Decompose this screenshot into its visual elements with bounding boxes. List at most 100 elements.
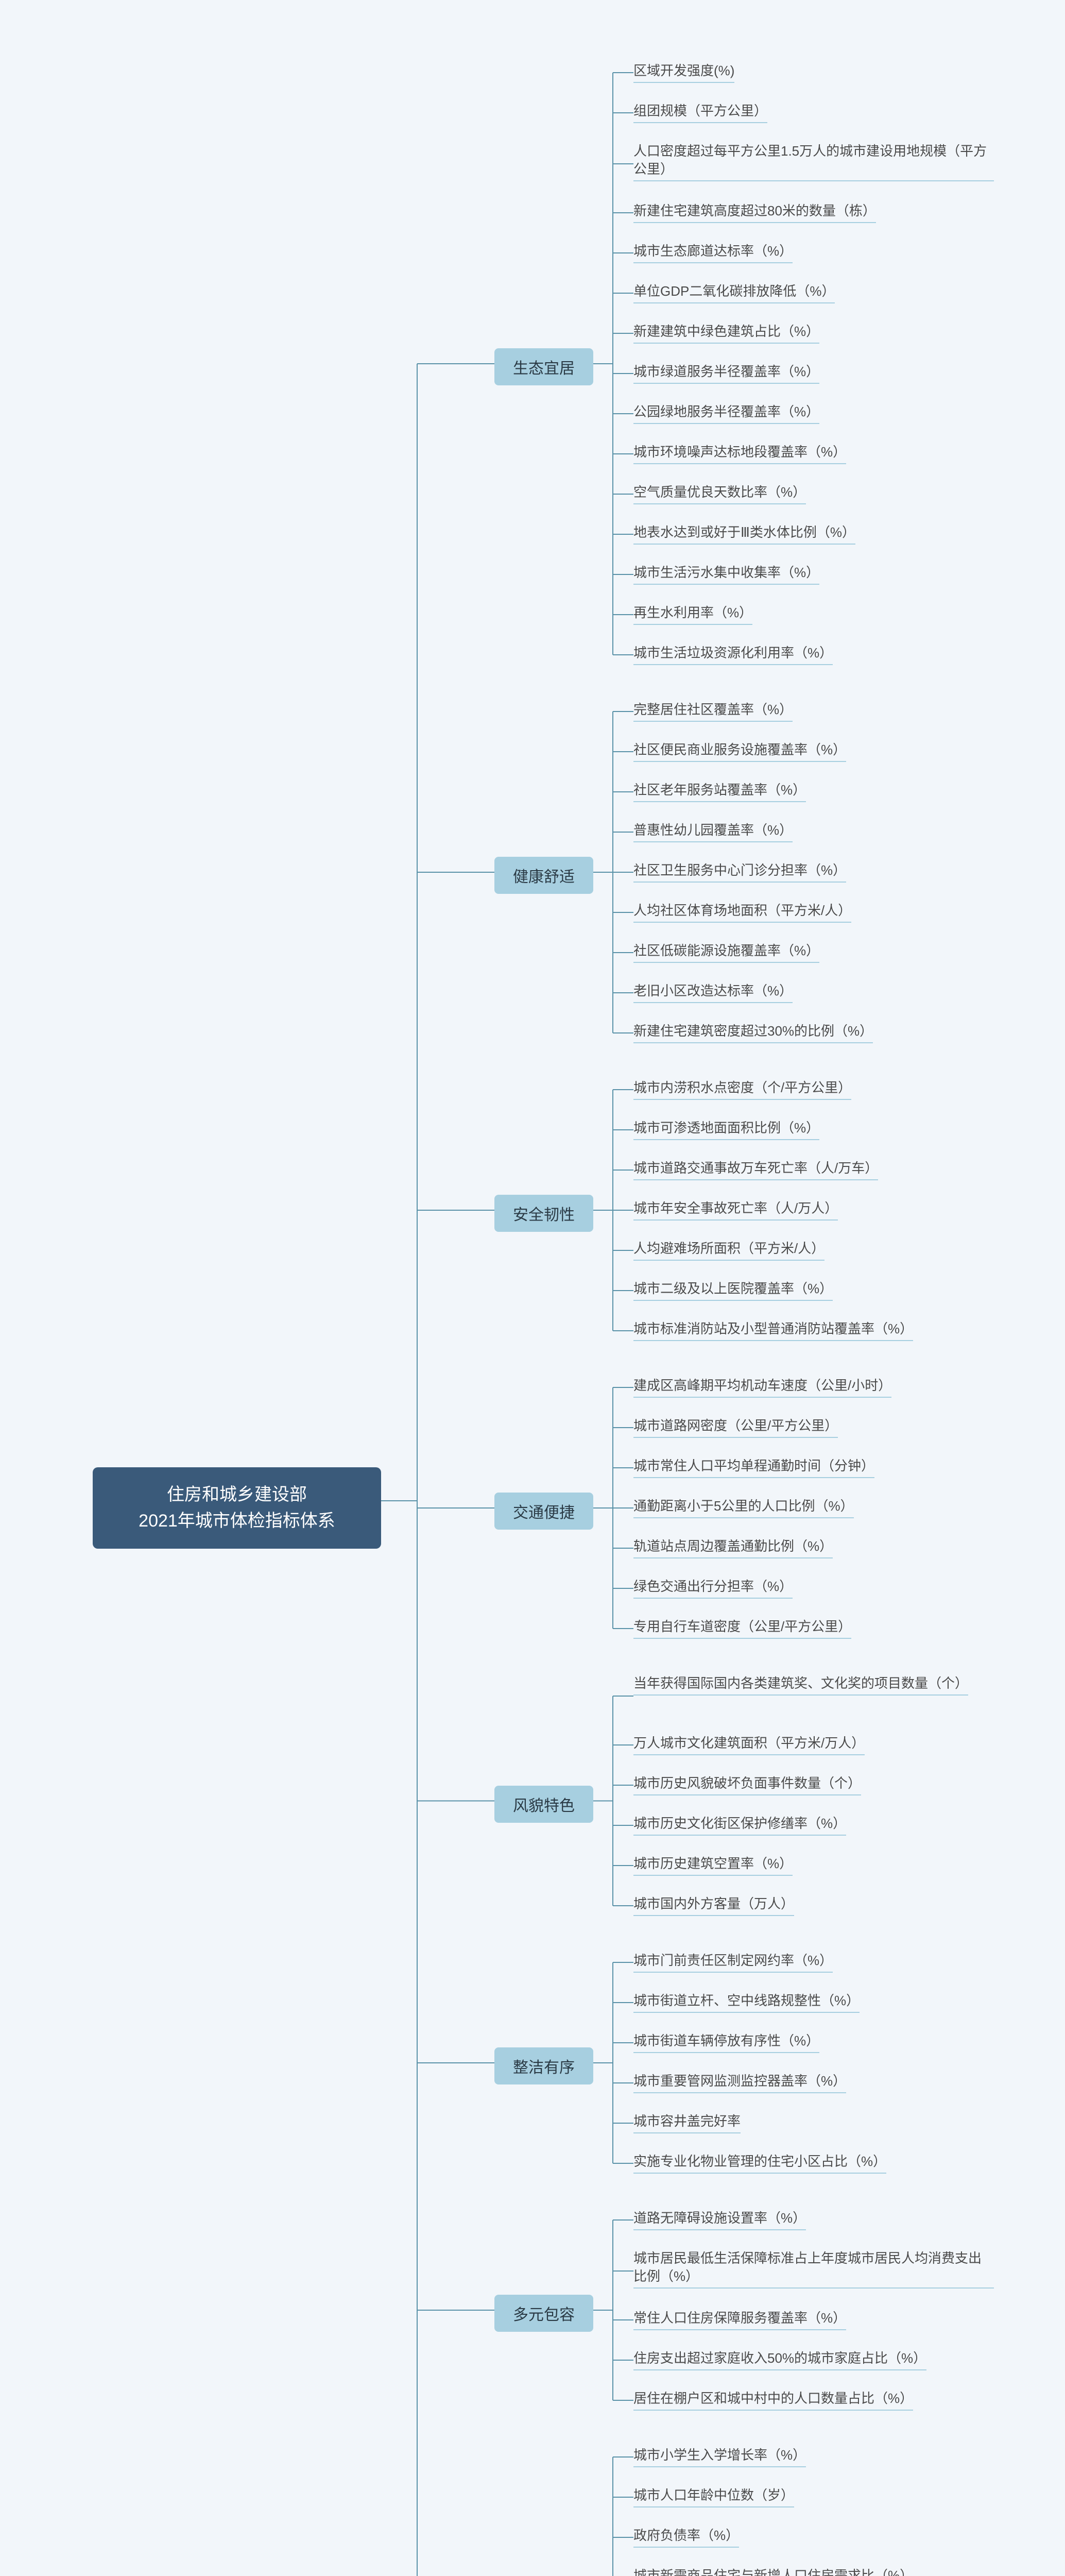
leaf-node: 新建建筑中绿色建筑占比（%） — [633, 323, 819, 344]
leaf-node: 常住人口住房保障服务覆盖率（%） — [633, 2309, 846, 2330]
leaf-node: 城市道路交通事故万车死亡率（人/万车） — [633, 1159, 878, 1180]
leaf-node: 城市小学生入学增长率（%） — [633, 2446, 806, 2467]
leaf-node: 城市二级及以上医院覆盖率（%） — [633, 1280, 833, 1301]
leaf-node: 城市内涝积水点密度（个/平方公里） — [633, 1079, 851, 1100]
leaf-label: 老旧小区改造达标率（%） — [633, 983, 793, 998]
leaf-label: 完整居住社区覆盖率（%） — [633, 702, 793, 717]
leaf-label: 道路无障碍设施设置率（%） — [633, 2210, 806, 2226]
leaf-label: 组团规模（平方公里） — [633, 103, 767, 118]
leaf-label: 实施专业化物业管理的住宅小区占比（%） — [633, 2154, 886, 2169]
leaf-node: 老旧小区改造达标率（%） — [633, 982, 793, 1003]
leaf-node: 城市年安全事故死亡率（人/万人） — [633, 1199, 838, 1221]
category-label: 多元包容 — [513, 2307, 575, 2324]
leaf-label: 单位GDP二氧化碳排放降低（%） — [633, 283, 835, 299]
leaf-node: 万人城市文化建筑面积（平方米/万人） — [633, 1734, 865, 1755]
leaf-label: 社区老年服务站覆盖率（%） — [633, 782, 806, 798]
leaf-label: 新建住宅建筑密度超过30%的比例（%） — [633, 1023, 873, 1039]
leaf-label: 绿色交通出行分担率（%） — [633, 1579, 793, 1594]
leaf-label: 人口密度超过每平方公里1.5万人的城市建设用地规模（平方公里） — [633, 143, 987, 177]
leaf-label: 城市生态廊道达标率（%） — [633, 243, 793, 259]
leaf-label: 专用自行车道密度（公里/平方公里） — [633, 1619, 851, 1634]
leaf-label: 居住在棚户区和城中村中的人口数量占比（%） — [633, 2391, 913, 2406]
category-node: 健康舒适 — [494, 857, 593, 894]
leaf-node: 城市生活垃圾资源化利用率（%） — [633, 644, 833, 665]
leaf-label: 城市居民最低生活保障标准占上年度城市居民人均消费支出比例（%） — [633, 2250, 982, 2284]
leaf-label: 城市新需商品住宅与新增人口住房需求比（%） — [633, 2568, 913, 2576]
leaf-node: 新建住宅建筑高度超过80米的数量（栋） — [633, 202, 876, 223]
leaf-label: 城市绿道服务半径覆盖率（%） — [633, 364, 819, 379]
leaf-label: 住房支出超过家庭收入50%的城市家庭占比（%） — [633, 2350, 926, 2366]
leaf-label: 人均避难场所面积（平方米/人） — [633, 1241, 824, 1256]
leaf-label: 建成区高峰期平均机动车速度（公里/小时） — [633, 1378, 891, 1393]
leaf-node: 普惠性幼儿园覆盖率（%） — [633, 821, 793, 842]
leaf-node: 城市居民最低生活保障标准占上年度城市居民人均消费支出比例（%） — [633, 2249, 994, 2289]
leaf-node: 政府负债率（%） — [633, 2527, 739, 2548]
root-line2: 2021年城市体检指标体系 — [139, 1511, 335, 1531]
leaf-label: 万人城市文化建筑面积（平方米/万人） — [633, 1735, 865, 1751]
leaf-node: 人口密度超过每平方公里1.5万人的城市建设用地规模（平方公里） — [633, 142, 994, 181]
leaf-node: 社区老年服务站覆盖率（%） — [633, 781, 806, 802]
leaf-node: 城市历史建筑空置率（%） — [633, 1855, 793, 1876]
leaf-node: 轨道站点周边覆盖通勤比例（%） — [633, 1537, 833, 1558]
leaf-node: 人均避难场所面积（平方米/人） — [633, 1240, 824, 1261]
leaf-label: 城市街道车辆停放有序性（%） — [633, 2033, 819, 2048]
leaf-label: 地表水达到或好于Ⅲ类水体比例（%） — [633, 524, 855, 540]
leaf-node: 城市街道车辆停放有序性（%） — [633, 2032, 819, 2053]
category-node: 生态宜居 — [494, 348, 593, 385]
category-node: 交通便捷 — [494, 1493, 593, 1530]
root-line1: 住房和城乡建设部 — [167, 1485, 307, 1504]
leaf-node: 实施专业化物业管理的住宅小区占比（%） — [633, 2153, 886, 2174]
leaf-label: 城市门前责任区制定网约率（%） — [633, 1953, 833, 1968]
leaf-node: 单位GDP二氧化碳排放降低（%） — [633, 282, 835, 303]
leaf-label: 当年获得国际国内各类建筑奖、文化奖的项目数量（个） — [633, 1675, 968, 1691]
category-label: 健康舒适 — [513, 869, 575, 886]
category-label: 安全韧性 — [513, 1207, 575, 1224]
category-label: 风貌特色 — [513, 1798, 575, 1815]
leaf-label: 城市生活垃圾资源化利用率（%） — [633, 645, 833, 660]
leaf-node: 城市历史风貌破坏负面事件数量（个） — [633, 1774, 861, 1795]
category-label: 生态宜居 — [513, 360, 575, 377]
leaf-label: 轨道站点周边覆盖通勤比例（%） — [633, 1538, 833, 1554]
leaf-label: 城市历史建筑空置率（%） — [633, 1856, 793, 1871]
leaf-node: 居住在棚户区和城中村中的人口数量占比（%） — [633, 2389, 913, 2411]
leaf-node: 城市门前责任区制定网约率（%） — [633, 1952, 833, 1973]
leaf-label: 城市可渗透地面面积比例（%） — [633, 1120, 819, 1136]
leaf-label: 城市标准消防站及小型普通消防站覆盖率（%） — [633, 1321, 913, 1336]
leaf-node: 完整居住社区覆盖率（%） — [633, 701, 793, 722]
leaf-label: 城市小学生入学增长率（%） — [633, 2447, 806, 2463]
leaf-node: 城市街道立杆、空中线路规整性（%） — [633, 1992, 860, 2013]
leaf-node: 住房支出超过家庭收入50%的城市家庭占比（%） — [633, 2349, 926, 2370]
leaf-node: 组团规模（平方公里） — [633, 102, 767, 123]
leaf-node: 地表水达到或好于Ⅲ类水体比例（%） — [633, 523, 855, 545]
leaf-label: 社区便民商业服务设施覆盖率（%） — [633, 742, 846, 757]
leaf-node: 社区低碳能源设施覆盖率（%） — [633, 942, 819, 963]
leaf-node: 城市历史文化街区保护修缮率（%） — [633, 1815, 846, 1836]
leaf-label: 新建建筑中绿色建筑占比（%） — [633, 324, 819, 339]
leaf-node: 社区便民商业服务设施覆盖率（%） — [633, 741, 846, 762]
leaf-label: 政府负债率（%） — [633, 2528, 739, 2543]
category-label: 交通便捷 — [513, 1504, 575, 1521]
leaf-node: 再生水利用率（%） — [633, 604, 752, 625]
leaf-node: 区域开发强度(%) — [633, 62, 734, 83]
leaf-label: 再生水利用率（%） — [633, 605, 752, 620]
leaf-node: 社区卫生服务中心门诊分担率（%） — [633, 861, 846, 883]
leaf-label: 公园绿地服务半径覆盖率（%） — [633, 404, 819, 419]
category-node: 整洁有序 — [494, 2047, 593, 2084]
leaf-node: 专用自行车道密度（公里/平方公里） — [633, 1618, 851, 1639]
leaf-node: 城市新需商品住宅与新增人口住房需求比（%） — [633, 2567, 913, 2576]
leaf-label: 区域开发强度(%) — [633, 63, 734, 78]
leaf-label: 城市街道立杆、空中线路规整性（%） — [633, 1993, 860, 2008]
category-node: 风貌特色 — [494, 1786, 593, 1823]
category-node: 安全韧性 — [494, 1195, 593, 1232]
leaf-label: 城市道路网密度（公里/平方公里） — [633, 1418, 838, 1433]
root-node: 住房和城乡建设部 2021年城市体检指标体系 — [93, 1467, 381, 1549]
leaf-node: 城市生态廊道达标率（%） — [633, 242, 793, 263]
leaf-label: 城市重要管网监测监控器盖率（%） — [633, 2073, 846, 2089]
leaf-node: 城市标准消防站及小型普通消防站覆盖率（%） — [633, 1320, 913, 1341]
leaf-label: 城市年安全事故死亡率（人/万人） — [633, 1200, 838, 1216]
leaf-node: 人均社区体育场地面积（平方米/人） — [633, 902, 851, 923]
leaf-label: 社区卫生服务中心门诊分担率（%） — [633, 862, 846, 878]
leaf-label: 城市历史风貌破坏负面事件数量（个） — [633, 1775, 861, 1791]
leaf-label: 城市道路交通事故万车死亡率（人/万车） — [633, 1160, 878, 1176]
leaf-label: 城市国内外方客量（万人） — [633, 1896, 794, 1911]
